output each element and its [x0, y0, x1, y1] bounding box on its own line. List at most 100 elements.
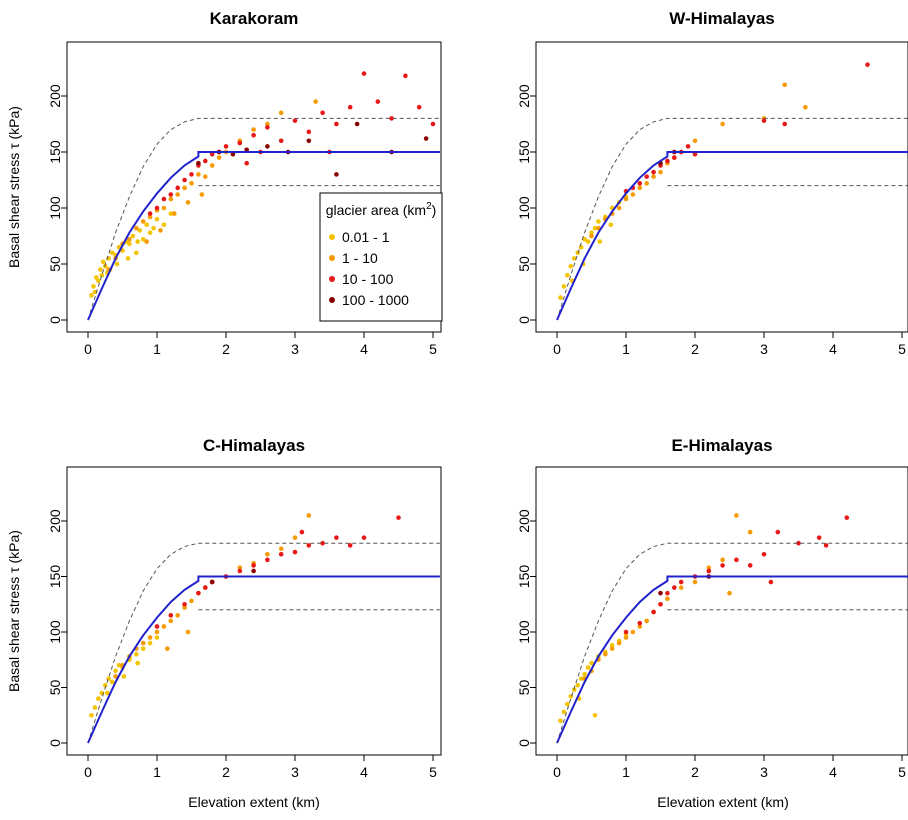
y-axis-label: Basal shear stress τ (kPa): [6, 106, 22, 268]
point-1-10: [147, 214, 153, 220]
point-1-10: [603, 651, 608, 657]
point-10-100: [796, 540, 801, 546]
point-1-10: [113, 674, 118, 679]
point-1-10: [189, 598, 194, 604]
point-1-10: [630, 192, 636, 197]
point-1-10: [306, 513, 312, 518]
point-1-10: [623, 196, 629, 202]
point-10-100: [334, 535, 339, 540]
y-tick-label: 200: [516, 509, 532, 533]
point-0-01-1: [578, 676, 584, 681]
legend: glacier area (km2) 0.01 - 1 1 - 10 10 - 100…: [319, 192, 443, 322]
point-1-10: [144, 239, 149, 244]
point-1-10: [720, 121, 725, 127]
point-1-10: [168, 196, 174, 202]
point-10-100: [685, 144, 691, 149]
legend-label: 10 - 100: [342, 271, 394, 287]
point-0-01-1: [154, 635, 160, 640]
point-1-10: [692, 579, 698, 585]
point-1-10: [134, 225, 139, 231]
point-0-01-1: [589, 230, 594, 235]
point-10-100: [320, 540, 325, 546]
point-1-10: [265, 552, 270, 557]
point-10-100: [734, 557, 739, 563]
point-0-01-1: [140, 646, 146, 651]
point-0-01-1: [93, 275, 99, 280]
point-1-10: [665, 596, 670, 601]
point-0-01-1: [114, 261, 120, 267]
y-tick-label: 200: [516, 84, 532, 108]
plot-area: [556, 513, 908, 744]
panel-2: W-Himalayas 0 50 100 150 200 0 1 2 3 4 5: [516, 9, 908, 357]
point-10-100: [251, 132, 256, 138]
point-1-10: [203, 174, 208, 179]
point-10-100: [430, 121, 436, 127]
point-10-100: [672, 155, 677, 160]
point-0-01-1: [597, 239, 603, 244]
x-tick-label: 0: [84, 764, 92, 780]
point-1-10: [196, 172, 201, 177]
point-0-01-1: [96, 278, 101, 284]
point-10-100: [251, 563, 256, 568]
point-0-01-1: [585, 239, 591, 244]
point-0-01-1: [575, 682, 580, 688]
point-0-01-1: [91, 284, 96, 289]
point-10-100: [361, 535, 367, 540]
point-1-10: [165, 646, 170, 651]
point-1-10: [658, 169, 663, 175]
panel-1: Karakoram 0 50 100 150 200 0 1 2 3 4 5 Basal shear s…: [6, 9, 443, 357]
y-tick-label: 150: [47, 565, 63, 589]
point-10-100: [768, 579, 774, 585]
point-1-10: [182, 185, 187, 191]
y-tick-label: 50: [516, 256, 532, 272]
legend-box: [319, 192, 443, 322]
point-100-1000: [251, 568, 256, 574]
point-1-10: [313, 99, 319, 104]
y-axis-label: Basal shear stress τ (kPa): [6, 530, 22, 692]
point-1-10: [216, 155, 222, 160]
point-10-100: [189, 172, 194, 177]
y-tick-label: 150: [47, 140, 63, 164]
point-0-01-1: [561, 284, 567, 289]
point-0-01-1: [582, 671, 587, 677]
point-0-01-1: [565, 701, 570, 707]
x-tick-label: 5: [898, 341, 906, 357]
point-0-01-1: [585, 665, 591, 670]
y-tick-label: 150: [516, 565, 532, 589]
point-10-100: [347, 543, 353, 548]
point-10-100: [292, 118, 298, 123]
x-tick-label: 4: [360, 764, 368, 780]
y-tick-label: 0: [516, 739, 532, 747]
point-1-10: [175, 192, 180, 197]
point-10-100: [747, 563, 753, 568]
point-0-01-1: [168, 211, 174, 216]
point-1-10: [589, 233, 594, 239]
point-100-1000: [423, 136, 429, 141]
point-0-01-1: [89, 712, 94, 718]
point-0-01-1: [130, 233, 136, 239]
point-10-100: [168, 192, 174, 197]
point-0-01-1: [571, 687, 577, 693]
plot-frame: [535, 466, 908, 756]
point-0-01-1: [144, 222, 149, 228]
legend-swatch: [329, 276, 335, 282]
x-tick-label: 3: [760, 764, 768, 780]
point-0-01-1: [92, 705, 98, 710]
point-10-100: [182, 177, 187, 183]
point-1-10: [623, 635, 629, 640]
point-1-10: [727, 590, 732, 596]
point-0-01-1: [154, 216, 160, 222]
point-1-10: [644, 618, 649, 624]
point-1-10: [609, 646, 615, 651]
point-10-100: [865, 62, 870, 67]
x-tick-label: 5: [898, 764, 906, 780]
legend-swatch: [329, 255, 335, 261]
point-10-100: [334, 121, 339, 127]
x-tick-label: 1: [622, 341, 630, 357]
point-0-01-1: [558, 295, 563, 300]
point-10-100: [265, 557, 270, 563]
y-tick-label: 200: [47, 509, 63, 533]
point-0-01-1: [582, 237, 587, 242]
point-10-100: [761, 552, 767, 557]
x-tick-label: 1: [153, 341, 161, 357]
